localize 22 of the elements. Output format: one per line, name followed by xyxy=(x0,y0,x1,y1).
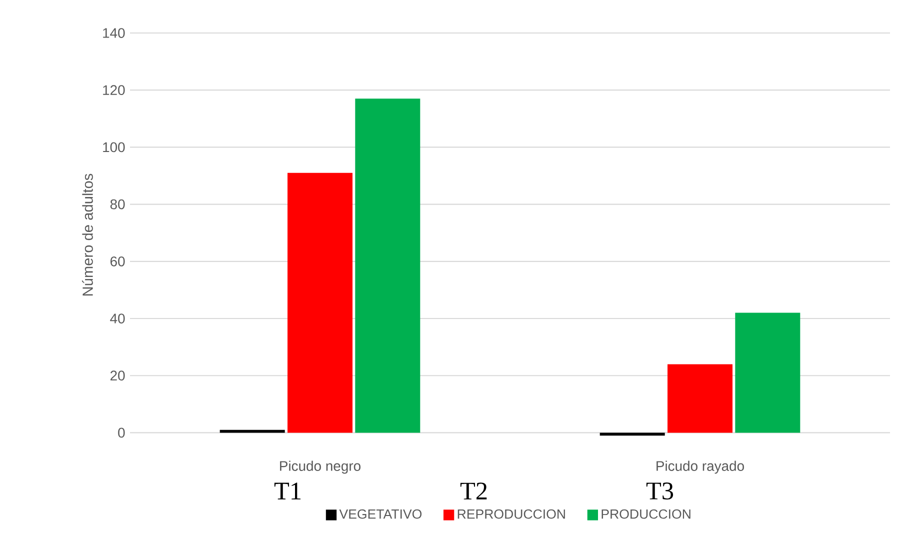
text: T1 xyxy=(274,482,301,500)
bar xyxy=(355,98,420,433)
y-tick-label: 0 xyxy=(118,428,125,438)
bar xyxy=(288,172,353,433)
legend-label: PRODUCCION xyxy=(602,509,690,519)
y-tick-label: 80 xyxy=(110,199,125,210)
legend-label: REPRODUCCION xyxy=(458,509,565,519)
y-tick-label: 40 xyxy=(110,314,125,324)
y-tick-label: 60 xyxy=(110,256,125,266)
x-tick-label: Picudo negro xyxy=(280,460,360,474)
y-tick-label: 120 xyxy=(103,85,125,96)
y-tick-label: 100 xyxy=(103,142,125,152)
y-tick-label: 140 xyxy=(103,28,125,38)
text: T2 xyxy=(460,482,487,500)
bar xyxy=(735,312,800,433)
y-tick-label: 20 xyxy=(110,370,125,381)
x-tick-label: Picudo rayado xyxy=(656,460,744,474)
bar xyxy=(668,364,733,433)
bar xyxy=(600,432,665,436)
y-axis-title: Número de adultos xyxy=(82,174,93,296)
legend-label: VEGETATIVO xyxy=(339,509,422,519)
text: T3 xyxy=(646,482,674,500)
